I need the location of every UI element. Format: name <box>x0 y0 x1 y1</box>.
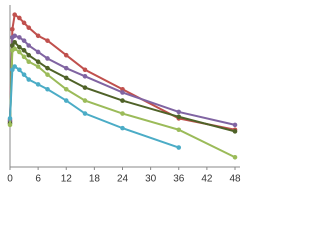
data-point <box>7 122 13 128</box>
data-point <box>21 38 27 43</box>
data-point <box>26 25 32 30</box>
data-point <box>7 116 13 121</box>
data-point <box>63 75 69 81</box>
x-tick-label: 0 <box>7 174 13 185</box>
data-point <box>45 56 50 61</box>
data-point <box>120 86 125 92</box>
data-point <box>120 98 125 103</box>
data-point <box>232 129 238 134</box>
data-point <box>12 33 17 39</box>
data-point <box>176 114 182 120</box>
data-point <box>82 67 88 73</box>
data-point <box>45 38 50 43</box>
data-point <box>176 145 182 150</box>
data-point <box>176 109 182 115</box>
data-point <box>21 20 27 26</box>
data-point <box>10 67 15 73</box>
data-point <box>21 72 27 77</box>
x-tick-label: 48 <box>229 174 241 185</box>
data-point <box>120 90 125 95</box>
x-tick-label: 24 <box>117 174 129 185</box>
data-point <box>12 64 17 69</box>
data-point <box>232 122 238 128</box>
data-point <box>17 44 22 50</box>
data-point <box>82 73 88 79</box>
data-point <box>63 98 69 103</box>
data-point <box>26 77 32 82</box>
data-point <box>26 59 32 64</box>
series-line <box>9 65 180 149</box>
data-point <box>176 127 182 133</box>
data-point <box>63 86 69 92</box>
data-point <box>82 98 88 103</box>
data-point <box>35 82 41 87</box>
data-point <box>120 125 125 131</box>
data-point <box>17 49 22 55</box>
x-tick-label: 36 <box>173 174 185 185</box>
chart: 0 6 12 18 24 30 36 42 48 <box>7 5 241 185</box>
data-point <box>10 43 15 48</box>
data-point <box>10 27 15 32</box>
data-point <box>12 46 17 52</box>
data-point <box>45 86 50 92</box>
data-point <box>82 85 88 90</box>
data-point <box>17 67 22 73</box>
data-point <box>12 39 17 45</box>
x-tick-label: 12 <box>61 174 73 185</box>
x-tick-label: 6 <box>35 174 41 185</box>
data-point <box>232 154 238 160</box>
data-point <box>17 35 22 40</box>
x-tick-label: 42 <box>201 174 213 185</box>
data-point <box>120 111 125 116</box>
data-point <box>63 65 69 71</box>
data-point <box>12 12 17 18</box>
data-point <box>35 49 41 55</box>
data-point <box>45 72 50 77</box>
data-point <box>26 43 32 48</box>
x-tick-label: 30 <box>145 174 157 185</box>
data-point <box>35 64 41 69</box>
data-point <box>21 54 27 60</box>
data-point <box>35 59 41 64</box>
data-point <box>35 33 41 39</box>
data-point <box>45 65 50 71</box>
data-point <box>26 52 32 58</box>
data-point <box>82 111 88 116</box>
data-point <box>21 48 27 53</box>
x-tick-label: 18 <box>89 174 101 185</box>
data-point <box>63 52 69 58</box>
data-point <box>17 15 22 21</box>
